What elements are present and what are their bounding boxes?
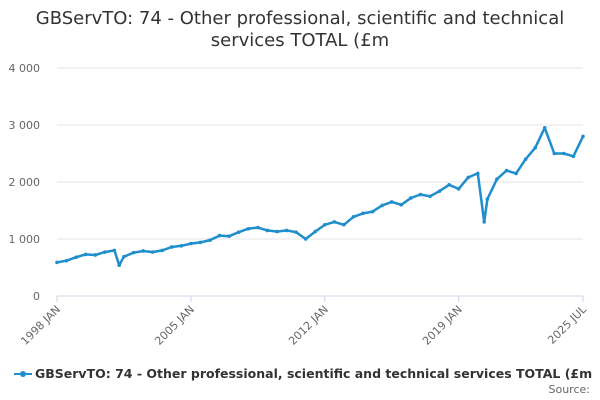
- data-point: [122, 254, 126, 259]
- y-tick-label: 3 000: [9, 119, 41, 132]
- data-point: [456, 187, 461, 191]
- y-tick-label: 4 000: [9, 62, 41, 75]
- data-point: [169, 245, 174, 249]
- gridlines: [57, 67, 583, 240]
- data-point: [179, 244, 184, 248]
- x-tick-label: 2025 JUL: [545, 302, 589, 346]
- data-point: [485, 197, 490, 201]
- data-point: [160, 248, 164, 253]
- data-point: [208, 238, 212, 242]
- data-point: [103, 250, 107, 254]
- x-tick-label: 2012 JAN: [286, 303, 331, 348]
- data-point: [284, 228, 289, 233]
- x-tick-label: 1998 JAN: [18, 303, 63, 348]
- data-point: [64, 258, 69, 263]
- data-point: [361, 211, 365, 216]
- series-group: [55, 126, 585, 268]
- data-point: [189, 241, 193, 246]
- data-point: [533, 146, 537, 150]
- x-axis: [56, 295, 584, 302]
- data-point: [523, 157, 528, 161]
- data-point: [428, 194, 432, 199]
- legend-line-icon: [14, 369, 32, 379]
- data-point: [370, 209, 375, 214]
- data-point: [117, 263, 121, 268]
- data-point: [313, 229, 318, 234]
- x-axis-tick-labels: 1998 JAN 2005 JAN 2012 JAN 2019 JAN 2025 JUL: [18, 302, 589, 347]
- data-point: [236, 230, 241, 234]
- data-point: [581, 134, 585, 139]
- data-point: [265, 228, 270, 233]
- data-point: [227, 234, 231, 238]
- data-point: [74, 255, 78, 260]
- data-point: [342, 222, 346, 227]
- data-point: [55, 260, 59, 265]
- y-tick-label: 2 000: [9, 176, 41, 189]
- source-credit: Source:: [548, 383, 591, 396]
- data-point: [141, 249, 145, 253]
- data-point: [437, 189, 442, 193]
- y-axis-tick-labels: 0 1 000 2 000 3 000 4 000: [9, 62, 41, 303]
- data-point: [380, 203, 384, 208]
- data-point: [562, 151, 566, 156]
- data-point: [389, 200, 394, 204]
- data-point: [256, 225, 260, 230]
- x-tick-label: 2005 JAN: [152, 303, 197, 348]
- legend-label: GBServTO: 74 - Other professional, scien…: [35, 366, 593, 381]
- data-point: [131, 250, 136, 255]
- data-point: [514, 171, 518, 176]
- data-point: [418, 192, 423, 197]
- data-point: [198, 240, 203, 245]
- data-point: [399, 203, 404, 207]
- data-point: [294, 230, 298, 234]
- y-tick-label: 0: [33, 290, 40, 303]
- data-point: [542, 126, 547, 130]
- data-point: [571, 154, 576, 159]
- data-point: [476, 171, 480, 176]
- data-point: [409, 196, 413, 200]
- data-point: [150, 250, 155, 254]
- chart-title: GBServTO: 74 - Other professional, scien…: [35, 8, 565, 51]
- x-tick-label: 2019 JAN: [420, 303, 465, 348]
- data-point: [303, 237, 308, 241]
- data-point: [93, 253, 98, 257]
- data-point: [217, 233, 222, 238]
- data-point: [466, 175, 471, 180]
- legend[interactable]: GBServTO: 74 - Other professional, scien…: [14, 366, 592, 381]
- data-point: [504, 168, 509, 173]
- data-point: [246, 226, 251, 231]
- data-point: [447, 183, 451, 187]
- data-point: [332, 220, 337, 224]
- data-point: [351, 214, 356, 219]
- data-point: [552, 151, 557, 156]
- series-line: [55, 126, 585, 267]
- y-tick-label: 1 000: [9, 233, 41, 246]
- data-point: [482, 220, 486, 224]
- data-point: [83, 252, 88, 257]
- data-point: [275, 229, 279, 234]
- data-point: [112, 248, 117, 253]
- data-point: [495, 177, 499, 181]
- data-point: [322, 222, 327, 227]
